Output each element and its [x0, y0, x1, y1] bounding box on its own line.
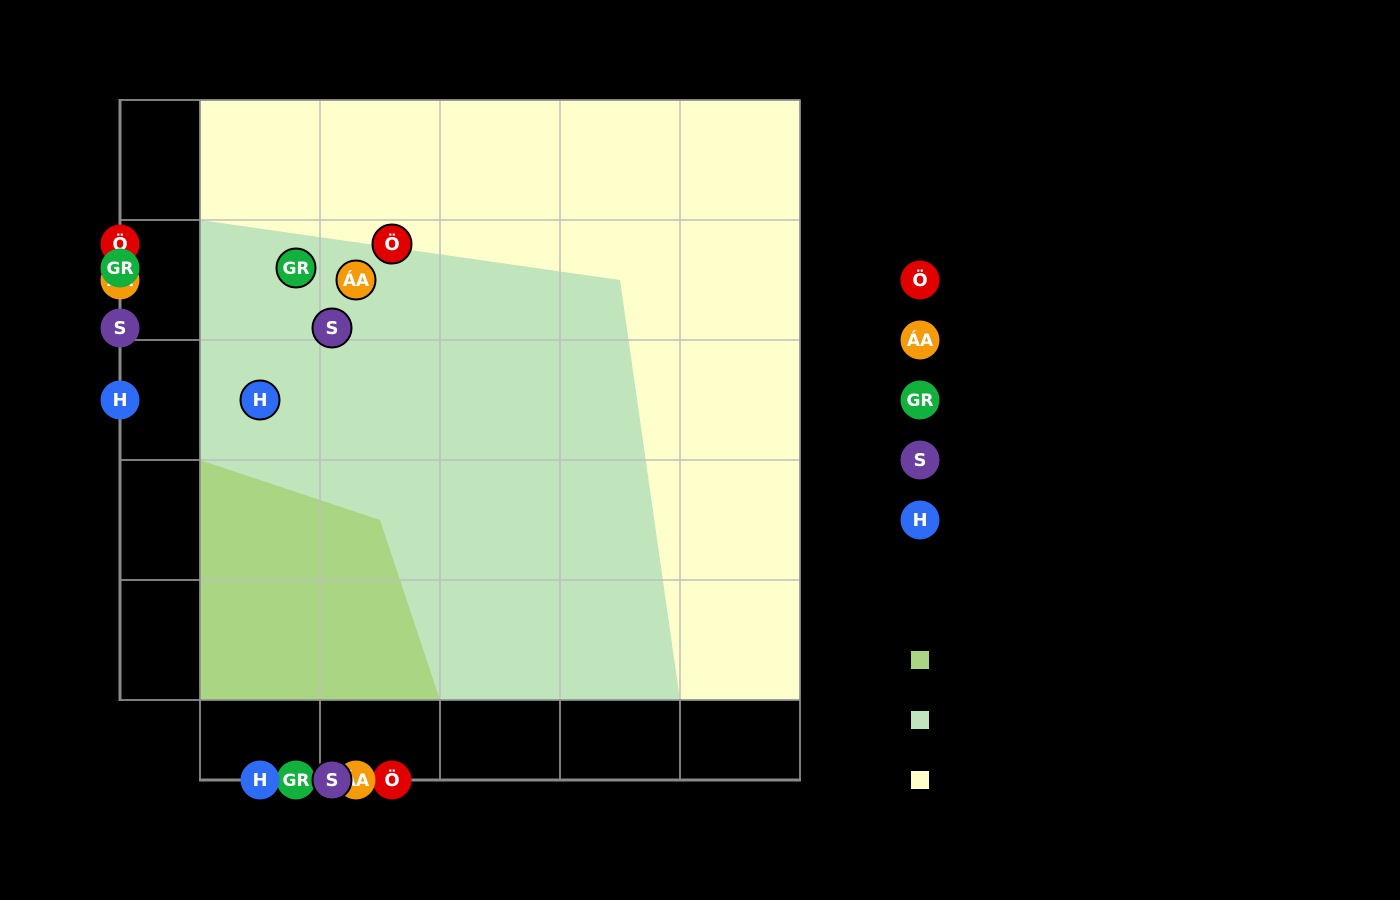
svg-text:S: S	[326, 318, 339, 339]
legend: Ö ÁA GR S H	[900, 260, 940, 789]
svg-text:S: S	[914, 450, 927, 471]
svg-text:Ö: Ö	[384, 769, 399, 791]
legend-marker-GR: GR	[900, 380, 940, 420]
legend-marker-H: H	[900, 500, 940, 540]
svg-text:GR: GR	[106, 259, 133, 279]
x-marker-S-top: S	[311, 759, 353, 801]
svg-text:ÁA: ÁA	[907, 329, 934, 351]
point-GR: GR	[275, 247, 317, 289]
scatter-points: Ö ÁA GR S H	[239, 223, 413, 421]
legend-marker-Ö: Ö	[900, 260, 940, 300]
svg-text:GR: GR	[282, 259, 309, 279]
svg-text:Ö: Ö	[912, 269, 927, 291]
x-marginal-markers: ÖÁASGRHS	[240, 759, 412, 801]
legend-marker-ÁA: ÁA	[900, 320, 940, 360]
svg-text:H: H	[252, 390, 267, 411]
y-marker-H: H	[100, 380, 140, 420]
plot-regions	[200, 100, 800, 700]
svg-text:GR: GR	[906, 391, 933, 411]
legend-swatch-1	[911, 711, 929, 729]
x-marker-GR: GR	[276, 760, 316, 800]
legend-swatch-2	[911, 771, 929, 789]
svg-text:H: H	[112, 390, 127, 411]
x-marker-Ö: Ö	[372, 760, 412, 800]
point-H: H	[239, 379, 281, 421]
y-marker-S: S	[100, 308, 140, 348]
y-marker-GR: GR	[100, 248, 140, 288]
legend-marker-S: S	[900, 440, 940, 480]
x-marker-H: H	[240, 760, 280, 800]
svg-text:S: S	[326, 770, 339, 791]
legend-swatch-0	[911, 651, 929, 669]
svg-text:H: H	[912, 510, 927, 531]
y-marginal-markers: ÖÁASHGR	[100, 224, 140, 420]
svg-text:ÁA: ÁA	[343, 269, 370, 291]
point-ÁA: ÁA	[335, 259, 377, 301]
svg-text:GR: GR	[282, 771, 309, 791]
svg-text:Ö: Ö	[384, 233, 399, 255]
svg-text:S: S	[114, 318, 127, 339]
point-Ö: Ö	[371, 223, 413, 265]
point-S: S	[311, 307, 353, 349]
svg-text:H: H	[252, 770, 267, 791]
